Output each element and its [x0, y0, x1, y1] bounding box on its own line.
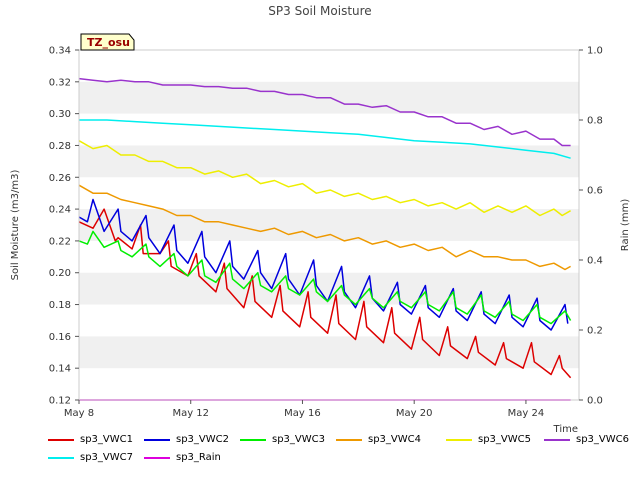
legend-row: sp3_VWC7 sp3_Rain	[48, 452, 638, 470]
series-line-sp3-vwc7	[79, 119, 571, 159]
y-tick-label: 0.28	[49, 141, 71, 152]
legend-swatch	[336, 438, 362, 441]
y-axis-ticks: 0.12 0.14 0.16 0.18 0.20 0.22 0.24 0.26 0.28 0.30…	[49, 46, 79, 407]
chart-title: SP3 Soil Moisture	[268, 4, 371, 18]
x-axis-ticks: May 8 May 12 May 16 May 20 May 24	[64, 400, 544, 419]
series-line-sp3-vwc3	[78, 230, 572, 325]
background-band	[79, 209, 579, 241]
legend-label: sp3_VWC6	[576, 434, 629, 445]
x-tick-label: May 24	[508, 408, 545, 419]
series-line-sp3-vwc2	[78, 198, 569, 331]
legend-label: sp3_VWC7	[80, 452, 133, 463]
site-badge-label: TZ_osu	[87, 36, 130, 49]
legend-label: sp3_VWC5	[478, 434, 531, 445]
y-tick-label: 0.32	[49, 77, 71, 88]
site-badge-box	[80, 33, 135, 51]
y-tick-label: 0.22	[49, 236, 71, 247]
y-tick-label: 0.12	[49, 396, 71, 407]
x-tick-label: May 12	[172, 408, 209, 419]
legend-item: sp3_Rain	[144, 452, 221, 463]
series-line-sp3-vwc6	[78, 77, 571, 147]
x-tick-label: May 8	[64, 408, 94, 419]
legend-row: sp3_VWC1 sp3_VWC2 sp3_VWC3 sp3_VWC4 sp3_VWC5…	[48, 434, 638, 452]
series-line-sp3-vwc4	[78, 184, 571, 271]
legend: sp3_VWC1 sp3_VWC2 sp3_VWC3 sp3_VWC4 sp3_VWC5…	[48, 434, 638, 470]
legend-item: sp3_VWC3	[240, 434, 325, 445]
y2-tick-label: 0.6	[587, 186, 603, 197]
y-tick-label: 0.24	[49, 205, 71, 216]
legend-swatch	[446, 438, 472, 441]
series-line-sp3-vwc1	[78, 208, 572, 379]
y-tick-label: 0.26	[49, 173, 71, 184]
legend-swatch	[240, 438, 266, 441]
legend-item: sp3_VWC4	[336, 434, 421, 445]
y-axis-label: Soil Moisture (m3/m3)	[10, 170, 21, 281]
series-line-sp3-vwc5	[78, 140, 571, 217]
legend-item: sp3_VWC6	[544, 434, 629, 445]
y-tick-label: 0.34	[49, 46, 71, 57]
x-tick-label: May 20	[396, 408, 433, 419]
x-axis-label: Time	[553, 424, 578, 435]
y2-axis-ticks: 0.0 0.2 0.4 0.6 0.8 1.0	[579, 46, 603, 407]
y2-tick-label: 0.4	[587, 256, 603, 267]
legend-item: sp3_VWC5	[446, 434, 531, 445]
y-tick-label: 0.16	[49, 332, 71, 343]
legend-swatch	[544, 438, 570, 441]
legend-swatch	[48, 438, 74, 441]
legend-item: sp3_VWC2	[144, 434, 229, 445]
y2-tick-label: 0.2	[587, 326, 603, 337]
y2-tick-label: 1.0	[587, 46, 603, 57]
y2-tick-label: 0.8	[587, 116, 603, 127]
legend-label: sp3_Rain	[176, 452, 221, 463]
legend-item: sp3_VWC1	[48, 434, 133, 445]
y-tick-label: 0.18	[49, 300, 71, 311]
background-band	[79, 336, 579, 369]
y-tick-label: 0.30	[49, 109, 71, 120]
legend-label: sp3_VWC3	[272, 434, 325, 445]
y2-axis-label: Rain (mm)	[620, 199, 631, 252]
legend-item: sp3_VWC7	[48, 452, 133, 463]
y-tick-label: 0.14	[49, 364, 71, 375]
legend-swatch	[144, 456, 170, 459]
legend-swatch	[144, 438, 170, 441]
legend-swatch	[48, 456, 74, 459]
legend-label: sp3_VWC1	[80, 434, 133, 445]
site-badge: TZ_osu	[80, 33, 135, 51]
plot-frame	[78, 49, 580, 401]
x-tick-label: May 16	[284, 408, 321, 419]
y2-tick-label: 0.0	[587, 396, 603, 407]
legend-label: sp3_VWC2	[176, 434, 229, 445]
legend-label: sp3_VWC4	[368, 434, 421, 445]
y-tick-label: 0.20	[49, 268, 71, 279]
